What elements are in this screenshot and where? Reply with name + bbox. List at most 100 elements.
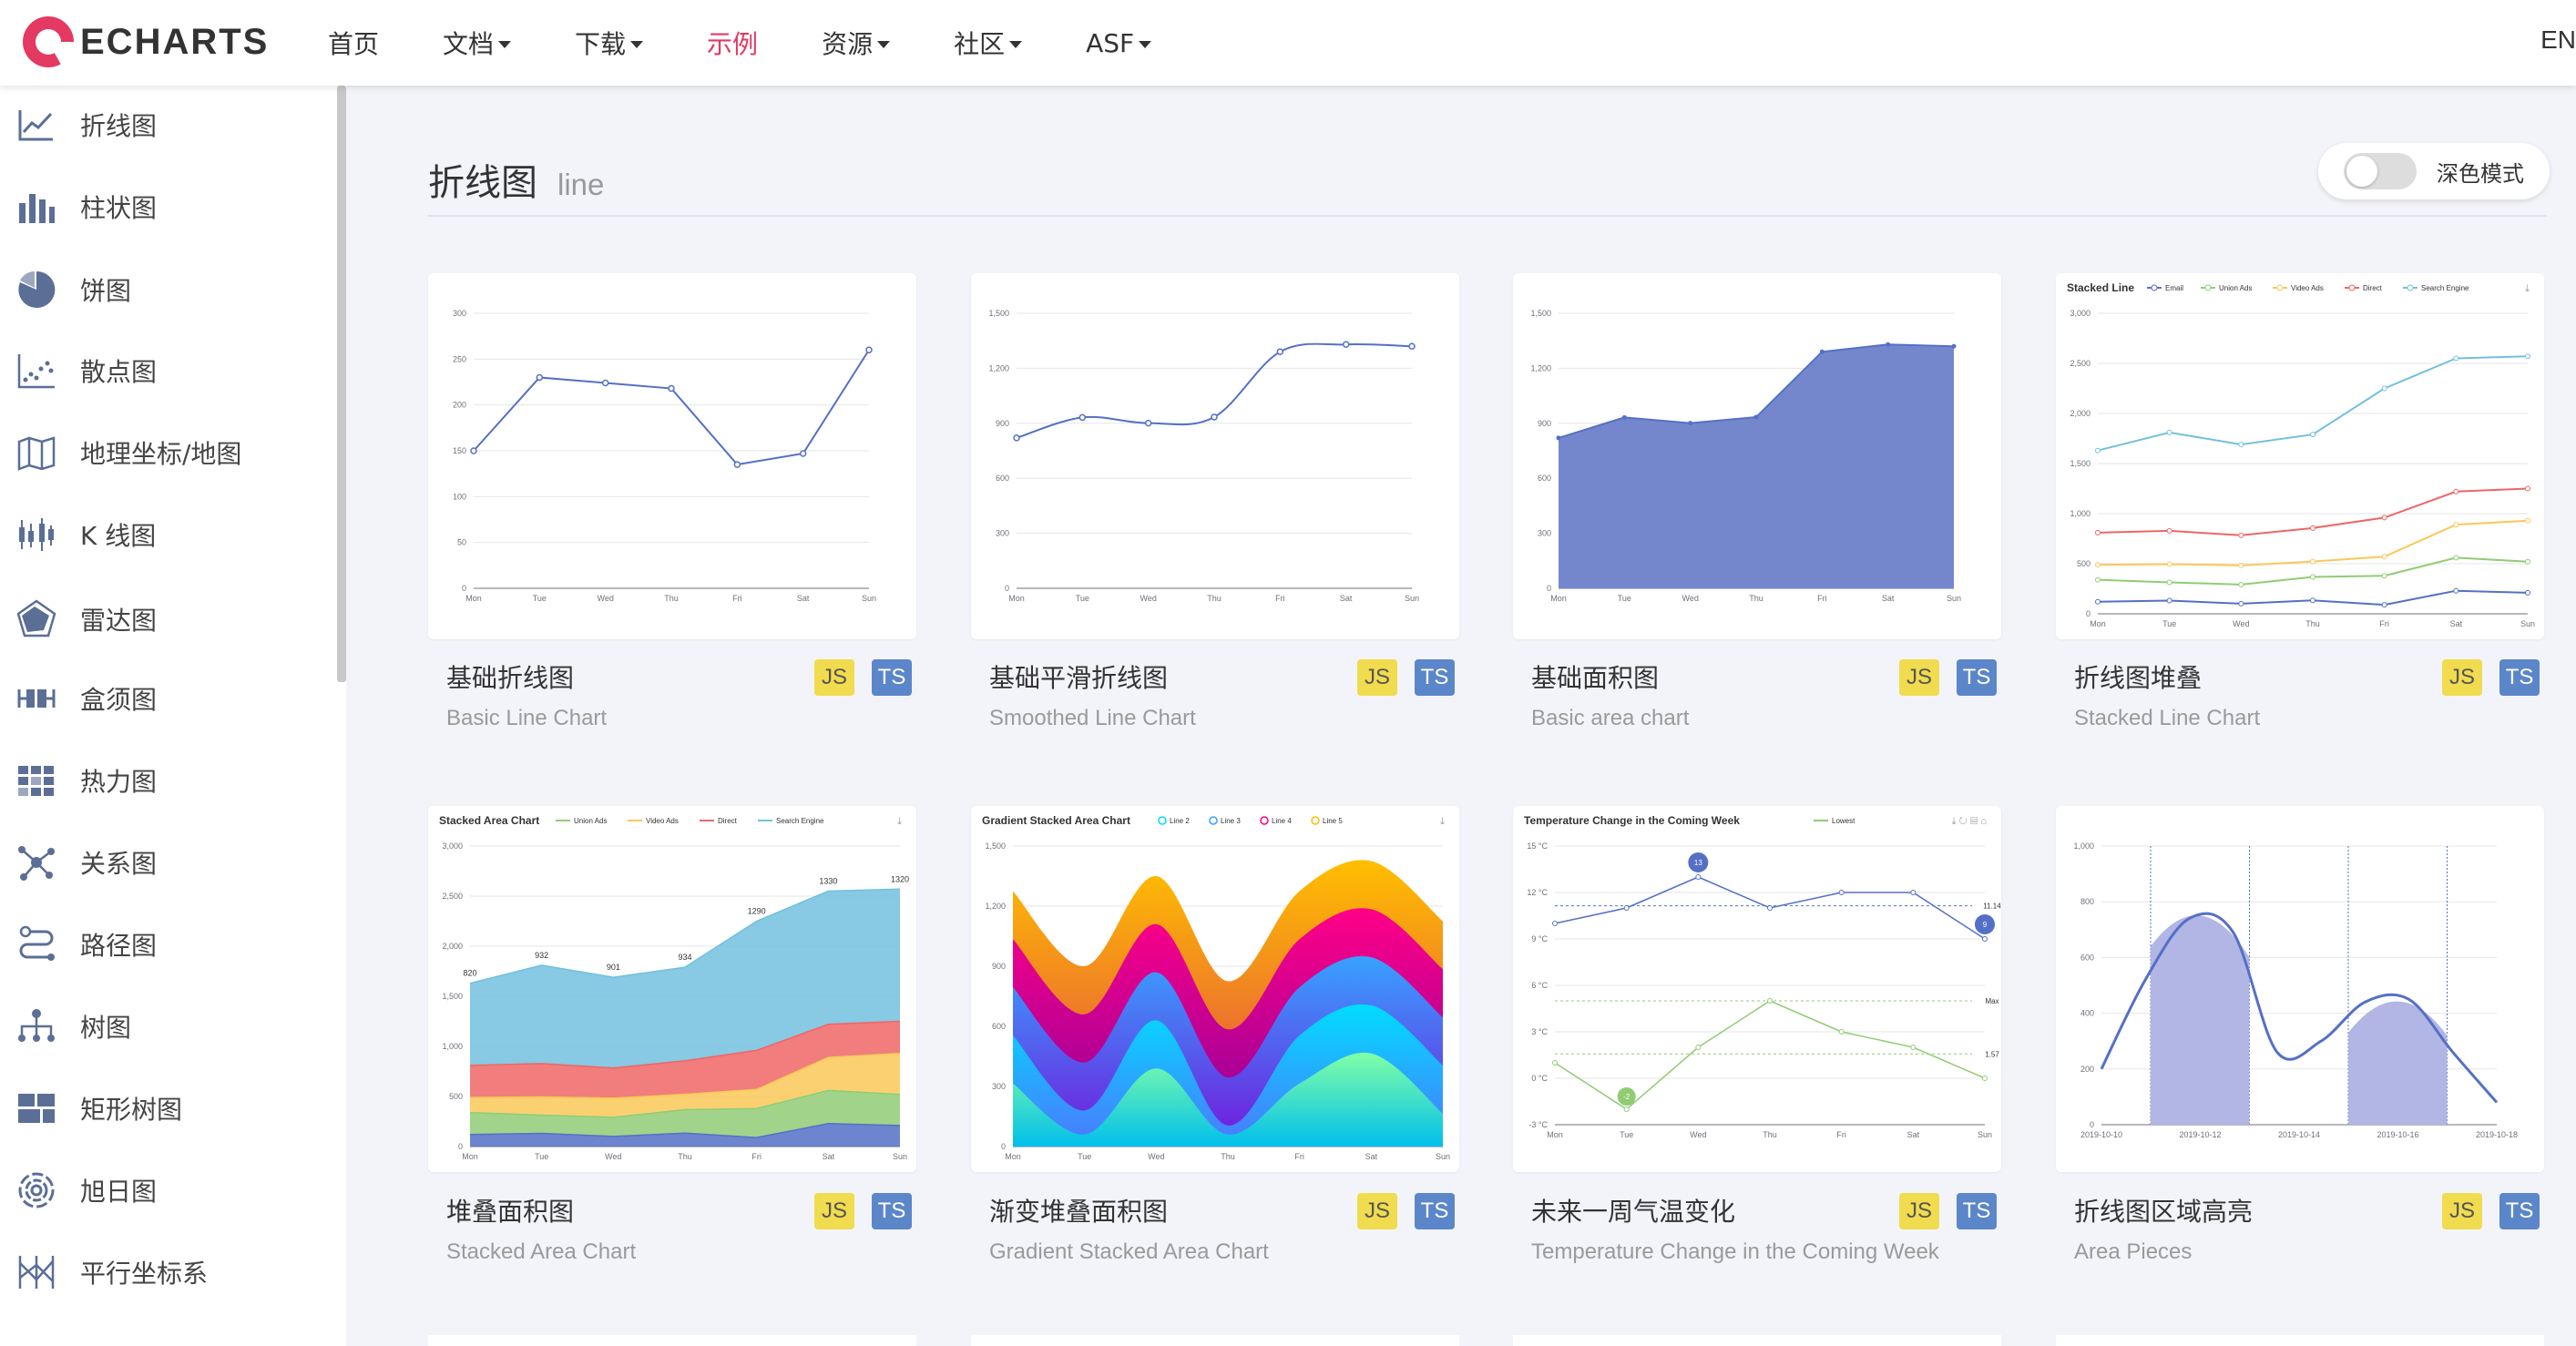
ts-badge[interactable]: TS	[2499, 1193, 2540, 1229]
sidebar-item-sunburst[interactable]: 旭日图	[0, 1163, 328, 1218]
y-tick-label: 1,500	[985, 841, 1006, 851]
nav-resources[interactable]: 资源	[822, 25, 891, 61]
ts-badge[interactable]: TS	[1957, 1193, 1997, 1229]
card-title[interactable]: 渐变堆叠面积图	[989, 1197, 1169, 1227]
nav-docs[interactable]: 文档	[443, 25, 512, 61]
sidebar-item-bar[interactable]: 柱状图	[0, 179, 328, 234]
data-point	[1623, 905, 1630, 911]
card-title[interactable]: 堆叠面积图	[446, 1197, 575, 1227]
x-tick-label: Thu	[664, 594, 679, 603]
card-title[interactable]: 折线图堆叠	[2074, 663, 2203, 693]
card-title[interactable]: 折线图区域高亮	[2074, 1197, 2254, 1227]
js-badge[interactable]: JS	[2442, 1193, 2482, 1229]
sidebar-item-label: 散点图	[80, 357, 158, 387]
sidebar-item-tree[interactable]: 树图	[0, 999, 328, 1054]
example-card-partial[interactable]	[971, 1335, 1459, 1346]
ts-badge[interactable]: TS	[1957, 659, 1997, 696]
ts-badge[interactable]: TS	[2499, 659, 2540, 696]
nav-asf[interactable]: ASF	[1086, 28, 1152, 58]
x-tick-label: Fri	[1836, 1130, 1846, 1139]
sidebar-item-lines[interactable]: 路径图	[0, 917, 328, 972]
ts-badge[interactable]: TS	[1415, 1193, 1455, 1229]
chart-title: Stacked Line	[2067, 281, 2134, 294]
data-point	[1982, 1076, 1988, 1081]
data-point	[470, 447, 477, 454]
example-card-basic-line[interactable]: 0 50 100 150 200 250 300 Mon Tue Wed Thu Fri Sat Sun	[428, 273, 916, 639]
example-card-stacked-line[interactable]: Stacked Line Email Union Ads Video Ads Direc…	[2056, 273, 2544, 639]
data-point	[2525, 485, 2530, 492]
ts-badge[interactable]: TS	[1415, 659, 1455, 696]
sidebar-item-next[interactable]	[0, 1325, 328, 1346]
sidebar-item-map[interactable]: 地理坐标/地图	[0, 425, 328, 480]
example-card-smooth-line[interactable]: 0 300 600 900 1,200 1,500 Mon Tue Wed Thu Fri Sat Su…	[971, 273, 1459, 639]
data-point	[1838, 1029, 1845, 1035]
y-tick-label: 100	[453, 492, 466, 501]
sidebar-item-graph[interactable]: 关系图	[0, 835, 328, 890]
js-badge[interactable]: JS	[814, 659, 854, 696]
x-tick-label: Tue	[533, 594, 547, 603]
y-tick-label: 3,000	[442, 841, 463, 851]
data-point	[1695, 874, 1702, 880]
legend-label: Line 4	[1272, 817, 1292, 825]
card-title[interactable]: 基础平滑折线图	[989, 663, 1169, 693]
example-card-gradient-area[interactable]: Gradient Stacked Area Chart Line 2 Line 3 L…	[971, 806, 1459, 1172]
echarts-logo[interactable]: ECHARTS	[20, 10, 269, 74]
js-badge[interactable]: JS	[1357, 1193, 1397, 1229]
nav-community[interactable]: 社区	[954, 25, 1023, 61]
dark-mode-label: 深色模式	[2437, 160, 2524, 187]
card-title[interactable]: 未来一周气温变化	[1531, 1197, 1736, 1227]
sidebar-item-treemap[interactable]: 矩形树图	[0, 1081, 328, 1136]
sidebar-item-candlestick[interactable]: K 线图	[0, 507, 328, 562]
data-point	[2453, 522, 2459, 528]
series-line	[1016, 342, 1413, 439]
sidebar-scrollbar[interactable]	[337, 86, 346, 682]
sidebar-item-parallel[interactable]: 平行坐标系	[0, 1245, 328, 1300]
y-tick-label: 500	[2077, 559, 2090, 568]
js-badge[interactable]: JS	[2442, 659, 2482, 696]
card-title[interactable]: 基础面积图	[1531, 663, 1660, 693]
y-tick-label: 2,500	[442, 892, 463, 901]
js-badge[interactable]: JS	[1899, 1193, 1939, 1229]
js-badge[interactable]: JS	[1899, 659, 1939, 696]
example-card-stacked-area[interactable]: Stacked Area Chart Union Ads Video Ads Dire…	[428, 806, 916, 1172]
sidebar-item-line[interactable]: 折线图	[0, 97, 328, 152]
y-tick-label: 600	[996, 474, 1009, 483]
data-point	[1753, 414, 1759, 420]
card-title[interactable]: 基础折线图	[446, 663, 575, 693]
example-card-partial[interactable]	[1513, 1335, 2001, 1346]
example-card-partial[interactable]	[428, 1335, 916, 1346]
example-card-basic-area[interactable]: 0 300 600 900 1,200 1,500 Mon Tue Wed Thu Fri Sat Su…	[1513, 273, 2001, 639]
js-badge[interactable]: JS	[1357, 659, 1397, 696]
nav-download[interactable]: 下载	[575, 25, 644, 61]
sidebar-item-pie[interactable]: 饼图	[0, 262, 328, 317]
ts-badge[interactable]: TS	[872, 659, 912, 696]
series-line	[469, 888, 901, 984]
series-line	[473, 349, 870, 466]
example-card-partial[interactable]	[2056, 1335, 2544, 1346]
ts-badge[interactable]: TS	[872, 1193, 912, 1229]
y-tick-label: 300	[453, 309, 466, 318]
dark-mode-toggle[interactable]: 深色模式	[2318, 143, 2550, 199]
sidebar-item-radar[interactable]: 雷达图	[0, 592, 328, 647]
nav-examples[interactable]: 示例	[707, 25, 758, 61]
x-tick-label: Sun	[893, 1152, 907, 1161]
sidebar-item-scatter[interactable]: 散点图	[0, 343, 328, 398]
data-point	[1819, 349, 1825, 354]
sidebar-item-boxplot[interactable]: 盒须图	[0, 671, 328, 726]
legend-marker	[2407, 284, 2414, 291]
example-card-temperature[interactable]: Temperature Change in the Coming Week Low…	[1513, 806, 2001, 1172]
sidebar-item-heatmap[interactable]: 热力图	[0, 753, 328, 808]
js-badge[interactable]: JS	[814, 1193, 854, 1229]
x-tick-label: Wed	[1690, 1130, 1706, 1139]
legend-marker	[1311, 816, 1320, 825]
y-tick-label: 0	[1005, 584, 1009, 593]
toggle-switch[interactable]	[2344, 153, 2417, 189]
nav-home[interactable]: 首页	[328, 25, 379, 61]
mark-label: 1.57	[1985, 1050, 1999, 1058]
min-pin	[1975, 914, 1995, 934]
example-card-area-pieces[interactable]: 0 200 400 600 800 1,000 2019-10-10 2019-10-12 20…	[2056, 806, 2544, 1172]
data-point	[1767, 905, 1773, 911]
data-point	[1767, 998, 1773, 1004]
language-switch[interactable]: EN	[2540, 25, 2576, 54]
x-tick-label: Fri	[1275, 594, 1285, 603]
